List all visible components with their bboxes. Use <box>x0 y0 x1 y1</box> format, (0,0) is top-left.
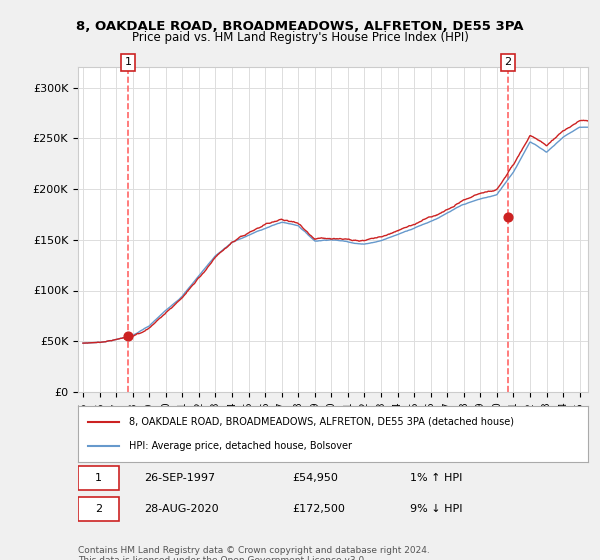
Text: £54,950: £54,950 <box>292 473 338 483</box>
Text: Price paid vs. HM Land Registry's House Price Index (HPI): Price paid vs. HM Land Registry's House … <box>131 31 469 44</box>
Text: 28-AUG-2020: 28-AUG-2020 <box>145 504 219 514</box>
Point <box>503 212 512 221</box>
Text: 8, OAKDALE ROAD, BROADMEADOWS, ALFRETON, DE55 3PA: 8, OAKDALE ROAD, BROADMEADOWS, ALFRETON,… <box>76 20 524 32</box>
FancyBboxPatch shape <box>78 466 119 489</box>
Point <box>124 332 133 340</box>
Text: 8, OAKDALE ROAD, BROADMEADOWS, ALFRETON, DE55 3PA (detached house): 8, OAKDALE ROAD, BROADMEADOWS, ALFRETON,… <box>129 417 514 427</box>
Text: 1: 1 <box>125 57 131 67</box>
Text: HPI: Average price, detached house, Bolsover: HPI: Average price, detached house, Bols… <box>129 441 352 451</box>
Text: 1% ↑ HPI: 1% ↑ HPI <box>409 473 462 483</box>
Text: 2: 2 <box>504 57 511 67</box>
FancyBboxPatch shape <box>78 497 119 521</box>
Text: 1: 1 <box>95 473 102 483</box>
Text: 26-SEP-1997: 26-SEP-1997 <box>145 473 215 483</box>
Text: £172,500: £172,500 <box>292 504 345 514</box>
Text: 2: 2 <box>95 504 102 514</box>
Text: Contains HM Land Registry data © Crown copyright and database right 2024.
This d: Contains HM Land Registry data © Crown c… <box>78 546 430 560</box>
Text: 9% ↓ HPI: 9% ↓ HPI <box>409 504 462 514</box>
